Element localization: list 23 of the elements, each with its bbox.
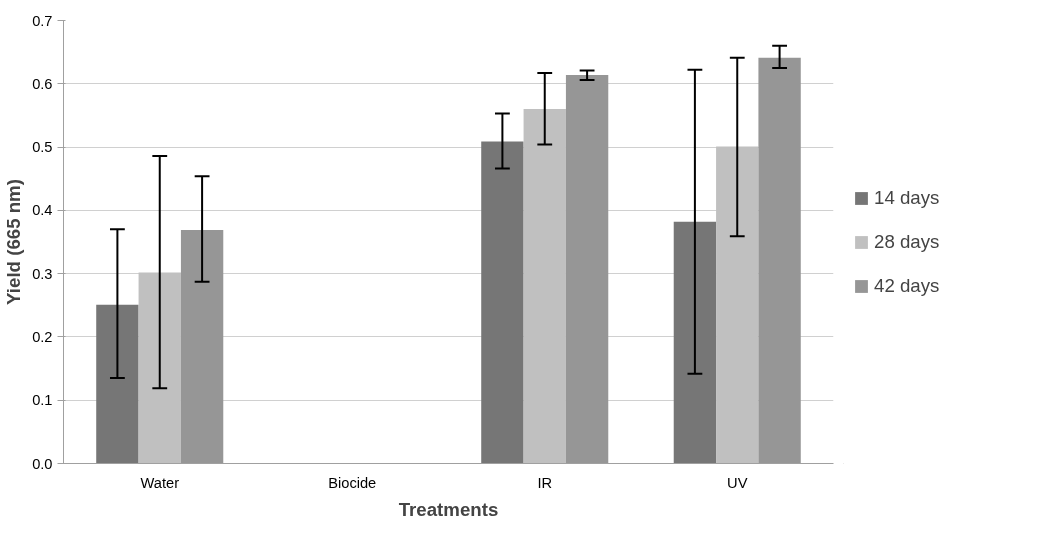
bar	[673, 221, 717, 464]
x-axis-title: Treatments	[398, 498, 499, 520]
bar	[138, 272, 181, 464]
y-axis-title: Yield (665 nm)	[3, 179, 25, 305]
x-tick-label: UV	[727, 474, 748, 491]
y-tick-label: 0.5	[32, 139, 53, 156]
x-tick-label: Water	[140, 474, 180, 491]
y-tick-label: 0.2	[32, 328, 53, 345]
y-tick-label: 0.3	[32, 265, 53, 282]
y-tick-label: 0.0	[32, 455, 53, 472]
x-tick-label: Biocide	[328, 474, 377, 491]
bar	[481, 141, 524, 464]
y-tick-label: 0.4	[32, 202, 53, 219]
y-tick-label: 0.6	[32, 75, 53, 92]
legend-label: 14 days	[874, 186, 940, 209]
bar	[716, 146, 759, 464]
y-tick-label: 0.1	[32, 392, 53, 409]
x-tick-label: IR	[537, 474, 553, 491]
legend-label: 28 days	[874, 230, 940, 253]
y-tick-label: 0.7	[32, 12, 53, 29]
bar	[96, 304, 139, 464]
legend-label: 42 days	[874, 274, 940, 297]
bar	[523, 109, 566, 464]
